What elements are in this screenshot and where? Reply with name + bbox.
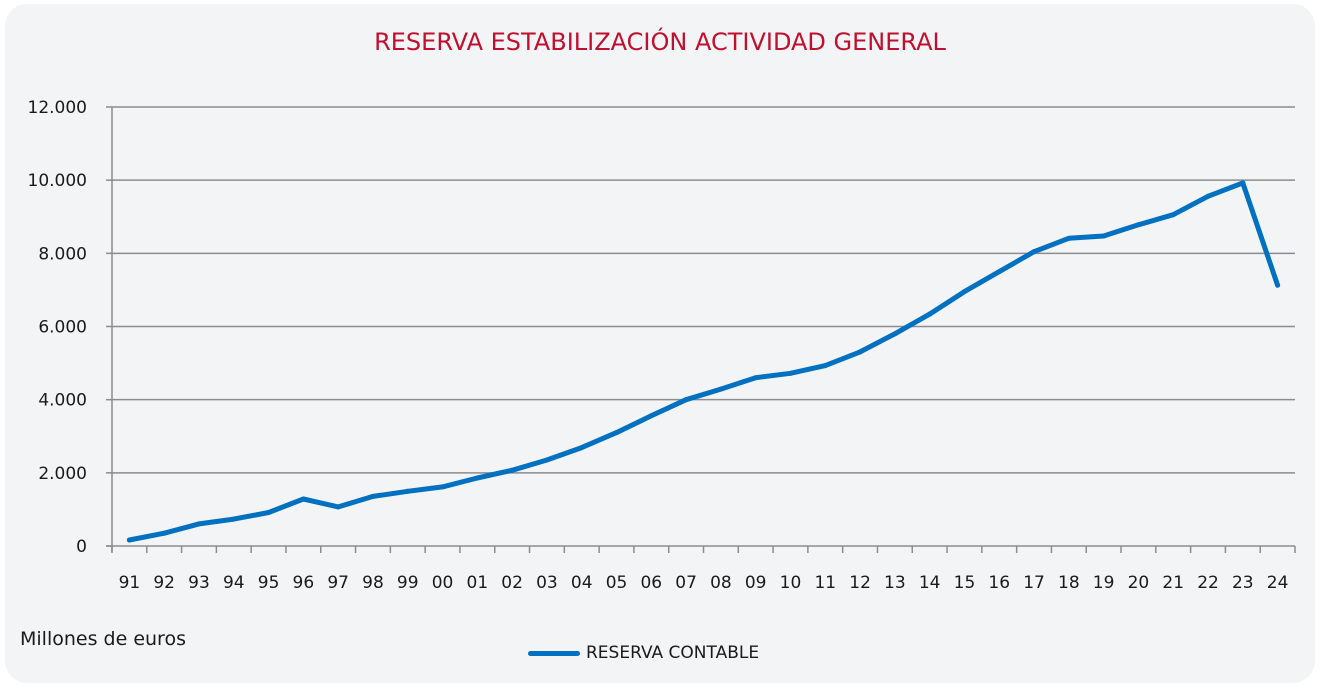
x-tick-label: 19 [1093, 573, 1115, 593]
data-point-92 [161, 530, 167, 536]
x-tick-label: 94 [223, 573, 245, 593]
data-point-00 [440, 484, 446, 490]
x-tick-label: 04 [571, 573, 593, 593]
data-point-07 [683, 397, 689, 403]
x-tick-label: 18 [1058, 573, 1080, 593]
data-point-20 [1135, 222, 1141, 228]
x-tick-label: 05 [606, 573, 628, 593]
x-tick-label: 01 [467, 573, 489, 593]
series-layer [126, 180, 1281, 543]
data-point-04 [579, 445, 585, 451]
data-point-06 [648, 413, 654, 419]
data-point-99 [405, 488, 411, 494]
x-tick-labels: 91 92 93 94 95 96 97 98 99 00 01 02 03 04 05 06 07 08 09 10… [119, 573, 1289, 593]
x-tick-label: 11 [814, 573, 836, 593]
x-tick-label: 23 [1232, 573, 1254, 593]
x-tick-label: 08 [710, 573, 732, 593]
legend: RESERVA CONTABLE [528, 643, 759, 663]
x-tick-label: 03 [536, 573, 558, 593]
x-tick-label: 22 [1197, 573, 1219, 593]
units-label: Millones de euros [20, 628, 186, 650]
x-tick-label: 06 [640, 573, 662, 593]
x-tick-label: 00 [432, 573, 454, 593]
data-point-17 [1031, 249, 1037, 255]
x-tick-label: 98 [362, 573, 384, 593]
x-tick-label: 93 [188, 573, 210, 593]
legend-swatch-reserva-contable [528, 650, 580, 656]
series-line-reserva-contable [126, 180, 1281, 543]
data-point-16 [996, 269, 1002, 275]
data-point-01 [474, 475, 480, 481]
data-point-10 [787, 370, 793, 376]
axes [106, 106, 1296, 553]
data-point-11 [822, 363, 828, 369]
chart-title: RESERVA ESTABILIZACIÓN ACTIVIDAD GENERAL [374, 28, 946, 56]
gridlines [112, 106, 1295, 474]
data-point-93 [196, 521, 202, 527]
x-tick-label: 95 [258, 573, 280, 593]
x-tick-label: 99 [397, 573, 419, 593]
data-point-19 [1101, 233, 1107, 239]
data-point-91 [126, 537, 132, 543]
data-point-02 [509, 467, 515, 473]
data-point-03 [544, 457, 550, 463]
x-tick-label: 13 [884, 573, 906, 593]
data-point-12 [857, 349, 863, 355]
x-tick-label: 24 [1267, 573, 1289, 593]
data-point-22 [1205, 193, 1211, 199]
chart-card [5, 4, 1315, 683]
data-point-21 [1170, 212, 1176, 218]
x-tick-label: 97 [327, 573, 349, 593]
legend-label-reserva-contable: RESERVA CONTABLE [586, 643, 760, 663]
data-point-14 [927, 311, 933, 317]
x-tick-label: 16 [988, 573, 1010, 593]
y-tick-label: 2.000 [38, 464, 87, 484]
data-point-09 [753, 375, 759, 381]
x-tick-label: 14 [919, 573, 941, 593]
data-point-24 [1275, 282, 1281, 288]
x-tick-label: 15 [954, 573, 976, 593]
x-tick-label: 07 [675, 573, 697, 593]
y-tick-label: 10.000 [28, 171, 87, 191]
x-tick-label: 21 [1162, 573, 1184, 593]
y-tick-label: 8.000 [38, 244, 87, 264]
x-tick-label: 92 [153, 573, 175, 593]
x-tick-label: 12 [849, 573, 871, 593]
data-point-95 [266, 510, 272, 516]
x-tick-label: 02 [501, 573, 523, 593]
data-point-96 [300, 496, 306, 502]
data-point-18 [1066, 235, 1072, 241]
data-point-23 [1240, 180, 1246, 186]
x-tick-label: 91 [119, 573, 141, 593]
data-point-05 [614, 430, 620, 436]
y-tick-label: 4.000 [38, 391, 87, 411]
data-point-08 [718, 386, 724, 392]
data-point-15 [961, 289, 967, 295]
y-tick-label: 6.000 [38, 318, 87, 338]
x-tick-label: 20 [1128, 573, 1150, 593]
data-point-94 [231, 516, 237, 522]
data-point-13 [892, 331, 898, 337]
data-point-97 [335, 504, 341, 510]
y-tick-label: 12.000 [28, 98, 87, 118]
x-tick-label: 96 [293, 573, 315, 593]
x-tick-label: 17 [1023, 573, 1045, 593]
data-point-98 [370, 493, 376, 499]
x-tick-label: 09 [745, 573, 767, 593]
y-tick-label: 0 [76, 537, 87, 557]
y-tick-labels: 0 2.000 4.000 6.000 8.000 10.000 12.000 [28, 98, 87, 557]
x-tick-label: 10 [780, 573, 802, 593]
